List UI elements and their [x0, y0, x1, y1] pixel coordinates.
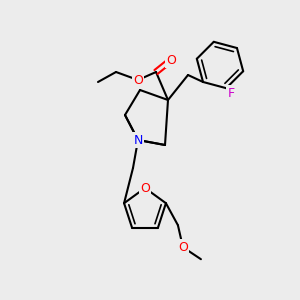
Text: O: O	[178, 241, 188, 254]
Text: N: N	[133, 134, 143, 146]
Text: O: O	[166, 53, 176, 67]
Text: O: O	[140, 182, 150, 194]
Text: F: F	[228, 87, 235, 100]
Text: O: O	[133, 74, 143, 86]
